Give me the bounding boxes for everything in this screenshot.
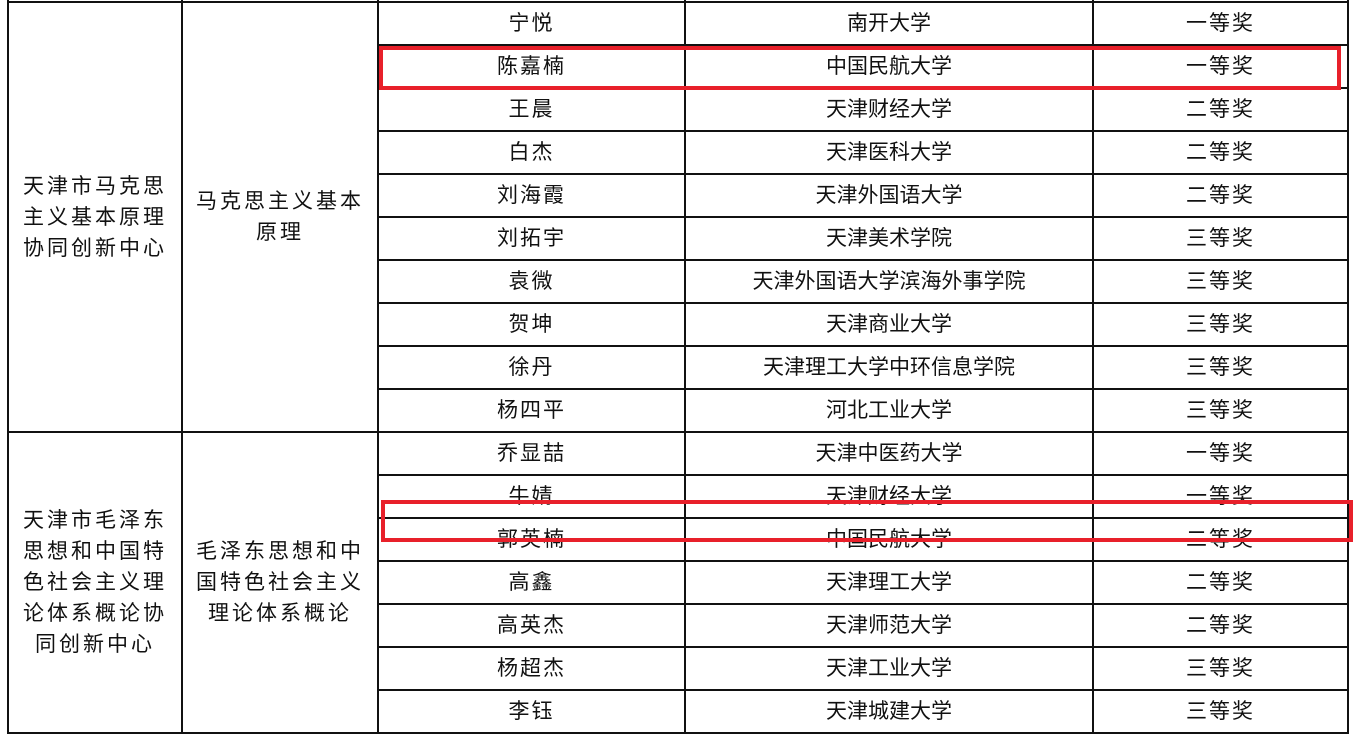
center-line: 天津市毛泽东 [23, 508, 167, 532]
name-cell: 高鑫 [377, 560, 686, 605]
name-cell: 王晨 [377, 87, 686, 132]
prize-cell: 二等奖 [1092, 173, 1349, 218]
prize-cell: 三等奖 [1092, 259, 1349, 304]
table-row: 杨四平 河北工业大学 三等奖 [8, 388, 1349, 433]
table-row: 牛婧 天津财经大学 一等奖 [8, 474, 1349, 519]
school-cell: 天津商业大学 [684, 302, 1094, 347]
prize-cell: 二等奖 [1092, 130, 1349, 175]
center-line: 天津市马克思 [23, 173, 167, 198]
course-line: 国特色社会主义 [196, 570, 364, 594]
table-row: 刘海霞 天津外国语大学 二等奖 [8, 173, 1349, 218]
name-cell: 乔显喆 [377, 431, 686, 476]
course-line: 原理 [256, 220, 304, 244]
name-cell: 牛婧 [377, 474, 686, 519]
name-cell: 李钰 [377, 689, 686, 734]
table-row: 白杰 天津医科大学 二等奖 [8, 130, 1349, 175]
school-cell: 天津美术学院 [684, 216, 1094, 261]
name-cell: 宁悦 [377, 1, 686, 46]
school-cell: 河北工业大学 [684, 388, 1094, 433]
prize-cell: 一等奖 [1092, 474, 1349, 519]
course-line: 马克思主义基本 [196, 189, 364, 213]
table-row: 陈嘉楠 中国民航大学 一等奖 [8, 44, 1349, 89]
course-line: 毛泽东思想和中 [196, 539, 364, 563]
prize-cell: 三等奖 [1092, 216, 1349, 261]
school-cell: 天津师范大学 [684, 603, 1094, 648]
center-cell: 天津市毛泽东 思想和中国特 色社会主义理 论体系概论协 同创新中心 [7, 431, 183, 734]
prize-cell: 三等奖 [1092, 689, 1349, 734]
school-cell: 天津工业大学 [684, 646, 1094, 691]
course-cell: 毛泽东思想和中 国特色社会主义 理论体系概论 [181, 431, 379, 734]
school-cell: 中国民航大学 [684, 517, 1094, 562]
table-row: 高英杰 天津师范大学 二等奖 [8, 603, 1349, 648]
name-cell: 刘拓宇 [377, 216, 686, 261]
name-cell: 杨超杰 [377, 646, 686, 691]
name-cell: 高英杰 [377, 603, 686, 648]
prize-cell: 三等奖 [1092, 345, 1349, 390]
name-cell: 徐丹 [377, 345, 686, 390]
table-row: 高鑫 天津理工大学 二等奖 [8, 560, 1349, 605]
prize-cell: 一等奖 [1092, 44, 1349, 89]
center-line: 思想和中国特 [23, 539, 167, 563]
course-cell: 马克思主义基本 原理 [181, 1, 379, 433]
center-cell: 天津市马克思 主义基本原理 协同创新中心 [7, 1, 183, 433]
table-row: 天津市马克思 主义基本原理 协同创新中心 马克思主义基本 原理 宁悦 南开大学 一等奖 [7, 1, 1349, 433]
table-row: 杨超杰 天津工业大学 三等奖 [8, 646, 1349, 691]
name-cell: 杨四平 [377, 388, 686, 433]
center-line: 同创新中心 [35, 632, 155, 656]
school-cell: 天津外国语大学滨海外事学院 [684, 259, 1094, 304]
table-row: 徐丹 天津理工大学中环信息学院 三等奖 [8, 345, 1349, 390]
school-cell: 天津理工大学中环信息学院 [684, 345, 1094, 390]
school-cell: 天津中医药大学 [684, 431, 1094, 476]
prize-cell: 二等奖 [1092, 87, 1349, 132]
prize-cell: 二等奖 [1092, 517, 1349, 562]
prize-cell: 二等奖 [1092, 560, 1349, 605]
table-row: 刘拓宇 天津美术学院 三等奖 [8, 216, 1349, 261]
prize-cell: 三等奖 [1092, 388, 1349, 433]
center-line: 色社会主义理 [23, 570, 167, 594]
name-cell: 刘海霞 [377, 173, 686, 218]
center-line: 论体系概论协 [23, 601, 167, 625]
name-cell: 白杰 [377, 130, 686, 175]
center-line: 协同创新中心 [23, 235, 167, 260]
prize-cell: 三等奖 [1092, 302, 1349, 347]
school-cell: 天津医科大学 [684, 130, 1094, 175]
table-row: 贺坤 天津商业大学 三等奖 [8, 302, 1349, 347]
table-row: 袁微 天津外国语大学滨海外事学院 三等奖 [8, 259, 1349, 304]
prize-cell: 一等奖 [1092, 431, 1349, 476]
name-cell: 郭英楠 [377, 517, 686, 562]
name-cell: 陈嘉楠 [377, 44, 686, 89]
center-line: 主义基本原理 [23, 204, 167, 229]
table-row: 天津市毛泽东 思想和中国特 色社会主义理 论体系概论协 同创新中心 毛泽东思想和中 国特色社… [7, 431, 1349, 734]
school-cell: 中国民航大学 [684, 44, 1094, 89]
prize-cell: 三等奖 [1092, 646, 1349, 691]
course-line: 理论体系概论 [208, 601, 352, 625]
school-cell: 天津财经大学 [684, 474, 1094, 519]
school-cell: 南开大学 [684, 1, 1094, 46]
name-cell: 贺坤 [377, 302, 686, 347]
prize-cell: 一等奖 [1092, 1, 1349, 46]
school-cell: 天津财经大学 [684, 87, 1094, 132]
school-cell: 天津城建大学 [684, 689, 1094, 734]
name-cell: 袁微 [377, 259, 686, 304]
awards-table: 天津市马克思 主义基本原理 协同创新中心 马克思主义基本 原理 宁悦 南开大学 一等奖 陈嘉楠中… [7, 0, 1349, 734]
prize-cell: 二等奖 [1092, 603, 1349, 648]
school-cell: 天津理工大学 [684, 560, 1094, 605]
school-cell: 天津外国语大学 [684, 173, 1094, 218]
